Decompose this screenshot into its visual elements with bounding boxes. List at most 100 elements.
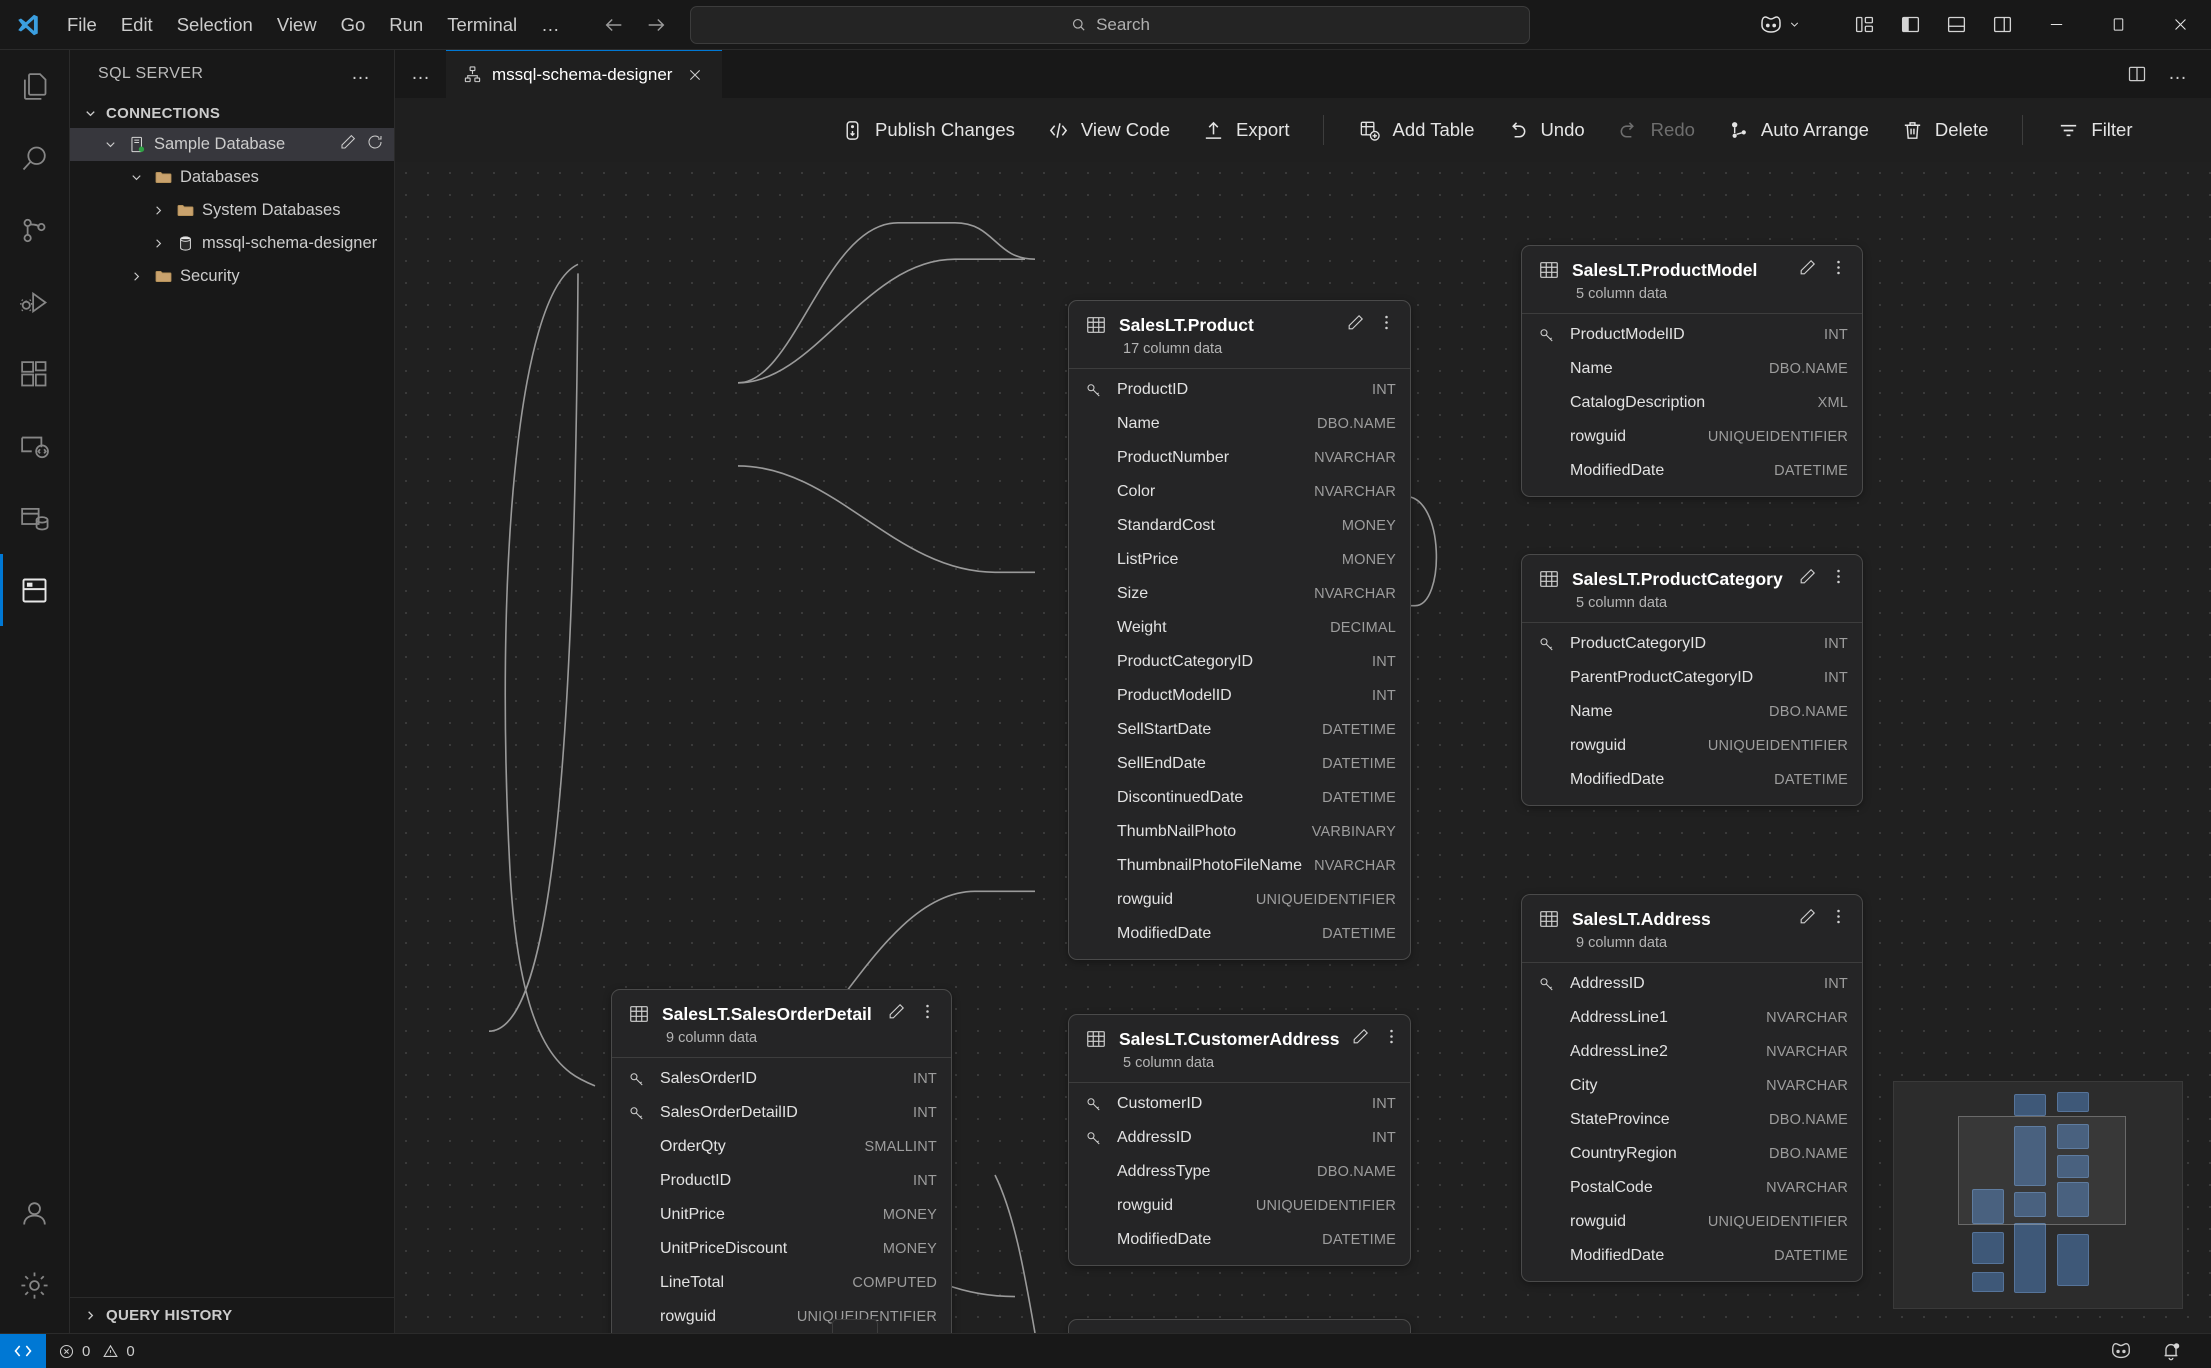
schema-canvas[interactable]: SalesLT.Product 17 column data ProductID… [395,162,2211,1333]
activity-extensions-icon[interactable] [0,338,70,410]
publish-changes-button[interactable]: Publish Changes [825,112,1031,149]
activity-sql-server-icon[interactable] [0,482,70,554]
close-button[interactable] [2149,0,2211,50]
table-row[interactable]: ProductCategoryID INT [1117,653,1396,670]
minimap-viewport[interactable] [1958,1116,2126,1225]
table-row[interactable]: AddressLine2 NVARCHAR [1570,1043,1848,1060]
table-row[interactable]: ModifiedDate DATETIME [1570,462,1848,479]
toggle-primary-sidebar-icon[interactable] [1887,2,1933,48]
filter-button[interactable]: Filter [2041,112,2148,149]
add-table-button[interactable]: Add Table [1342,112,1490,149]
table-row[interactable]: ProductModelID INT [1117,687,1396,704]
menu-view[interactable]: View [276,13,317,35]
table-row[interactable]: ProductID INT [660,1172,937,1189]
undo-button[interactable]: Undo [1490,112,1600,149]
edit-table-icon[interactable] [1346,313,1365,337]
table-row[interactable]: StateProvince DBO.NAME [1570,1111,1848,1128]
table-row[interactable]: ThumbnailPhotoFileName NVARCHAR [1117,857,1396,874]
table-row[interactable]: Color NVARCHAR [1117,483,1396,500]
tree-item-system-databases[interactable]: System Databases [70,194,394,227]
table-row[interactable]: Size NVARCHAR [1117,585,1396,602]
table-row[interactable]: OrderQty SMALLINT [660,1138,937,1155]
go-back-icon[interactable] [601,12,627,38]
edit-table-icon[interactable] [1351,1027,1370,1051]
table-row[interactable]: SellStartDate DATETIME [1117,721,1396,738]
tab-mssql-schema-designer[interactable]: mssql-schema-designer [446,50,723,98]
maximize-button[interactable] [2087,0,2149,50]
table-row[interactable]: City NVARCHAR [1570,1077,1848,1094]
table-row[interactable]: rowguid UNIQUEIDENTIFIER [1570,737,1848,754]
chevron-right-icon[interactable] [148,234,168,254]
table-row[interactable]: ProductCategoryID INT [1522,627,1862,661]
menu-run[interactable]: Run [389,13,424,35]
delete-button[interactable]: Delete [1885,112,2004,149]
table-row[interactable]: AddressLine1 NVARCHAR [1570,1009,1848,1026]
table-row[interactable]: rowguid UNIQUEIDENTIFIER [1570,1213,1848,1230]
problems-status[interactable]: 0 0 [46,1334,147,1368]
table-row[interactable]: ParentProductCategoryID INT [1570,669,1848,686]
toggle-panel-icon[interactable] [1933,2,1979,48]
table-row[interactable]: Name DBO.NAME [1570,360,1848,377]
menu-terminal[interactable]: Terminal [447,13,518,35]
menu-file[interactable]: File [67,13,97,35]
connections-section-header[interactable]: CONNECTIONS [70,98,394,128]
table-row[interactable]: CatalogDescription XML [1570,394,1848,411]
table-more-icon[interactable] [1377,313,1396,337]
table-row[interactable]: Name DBO.NAME [1570,703,1848,720]
table-row[interactable]: AddressType DBO.NAME [1117,1163,1396,1180]
table-row[interactable]: ModifiedDate DATETIME [1117,925,1396,942]
zoom-in-button[interactable] [833,1320,877,1333]
menu-overflow[interactable]: … [541,13,562,35]
edit-table-icon[interactable] [887,1002,906,1026]
menu-edit[interactable]: Edit [120,13,153,35]
table-more-icon[interactable] [1383,1332,1402,1333]
menu-selection[interactable]: Selection [176,13,253,35]
table-more-icon[interactable] [1382,1027,1401,1051]
table-node-product[interactable]: SalesLT.Product 17 column data ProductID… [1068,300,1411,960]
minimize-button[interactable] [2025,0,2087,50]
table-row[interactable]: DiscontinuedDate DATETIME [1117,789,1396,806]
table-row[interactable]: ProductModelID INT [1522,318,1862,352]
table-node-salesorderheader[interactable]: SalesLT.SalesOrderHeader 22 column data [1068,1319,1411,1333]
edit-table-icon[interactable] [1798,258,1817,282]
table-more-icon[interactable] [1829,567,1848,591]
notifications-button[interactable] [2147,1334,2195,1368]
table-row[interactable]: Name DBO.NAME [1117,415,1396,432]
table-row[interactable]: Weight DECIMAL [1117,619,1396,636]
activity-remote-explorer-icon[interactable] [0,410,70,482]
customize-layout-icon[interactable] [1841,2,1887,48]
table-row[interactable]: ModifiedDate DATETIME [1570,771,1848,788]
table-row[interactable]: ThumbNailPhoto VARBINARY [1117,823,1396,840]
table-row[interactable]: CountryRegion DBO.NAME [1570,1145,1848,1162]
refresh-icon[interactable] [366,133,384,156]
table-node-address[interactable]: SalesLT.Address 9 column data AddressID I… [1521,894,1863,1282]
activity-schema-designer-icon[interactable] [0,554,70,626]
table-row[interactable]: AddressID INT [1522,967,1862,1001]
tab-overflow-actions[interactable]: … [411,63,432,84]
table-row[interactable]: SellEndDate DATETIME [1117,755,1396,772]
tree-item-sample-database[interactable]: Sample Database [70,128,394,161]
edit-table-icon[interactable] [1352,1332,1371,1333]
edit-connection-icon[interactable] [339,133,357,156]
remote-host-indicator[interactable] [0,1333,46,1368]
table-row[interactable]: rowguid UNIQUEIDENTIFIER [1117,891,1396,908]
table-row[interactable]: AddressID INT [1069,1121,1410,1155]
activity-settings-icon[interactable] [0,1249,70,1321]
menu-go[interactable]: Go [340,13,366,35]
table-row[interactable]: StandardCost MONEY [1117,517,1396,534]
table-row[interactable]: ModifiedDate DATETIME [1570,1247,1848,1264]
table-row[interactable]: UnitPriceDiscount MONEY [660,1240,937,1257]
table-row[interactable]: rowguid UNIQUEIDENTIFIER [1570,428,1848,445]
export-button[interactable]: Export [1186,112,1305,149]
table-row[interactable]: SalesOrderDetailID INT [612,1096,951,1130]
table-row[interactable]: rowguid UNIQUEIDENTIFIER [660,1308,937,1325]
table-node-productcategory[interactable]: SalesLT.ProductCategory 5 column data Pr… [1521,554,1863,806]
tree-item-mssql-schema-designer[interactable]: mssql-schema-designer [70,227,394,260]
chevron-down-icon[interactable] [126,168,146,188]
canvas-minimap[interactable] [1893,1081,2183,1309]
chevron-down-icon[interactable] [100,135,120,155]
edit-table-icon[interactable] [1798,907,1817,931]
view-code-button[interactable]: View Code [1031,112,1186,149]
table-node-customeraddress[interactable]: SalesLT.CustomerAddress 5 column data Cu… [1068,1014,1411,1266]
table-more-icon[interactable] [918,1002,937,1026]
